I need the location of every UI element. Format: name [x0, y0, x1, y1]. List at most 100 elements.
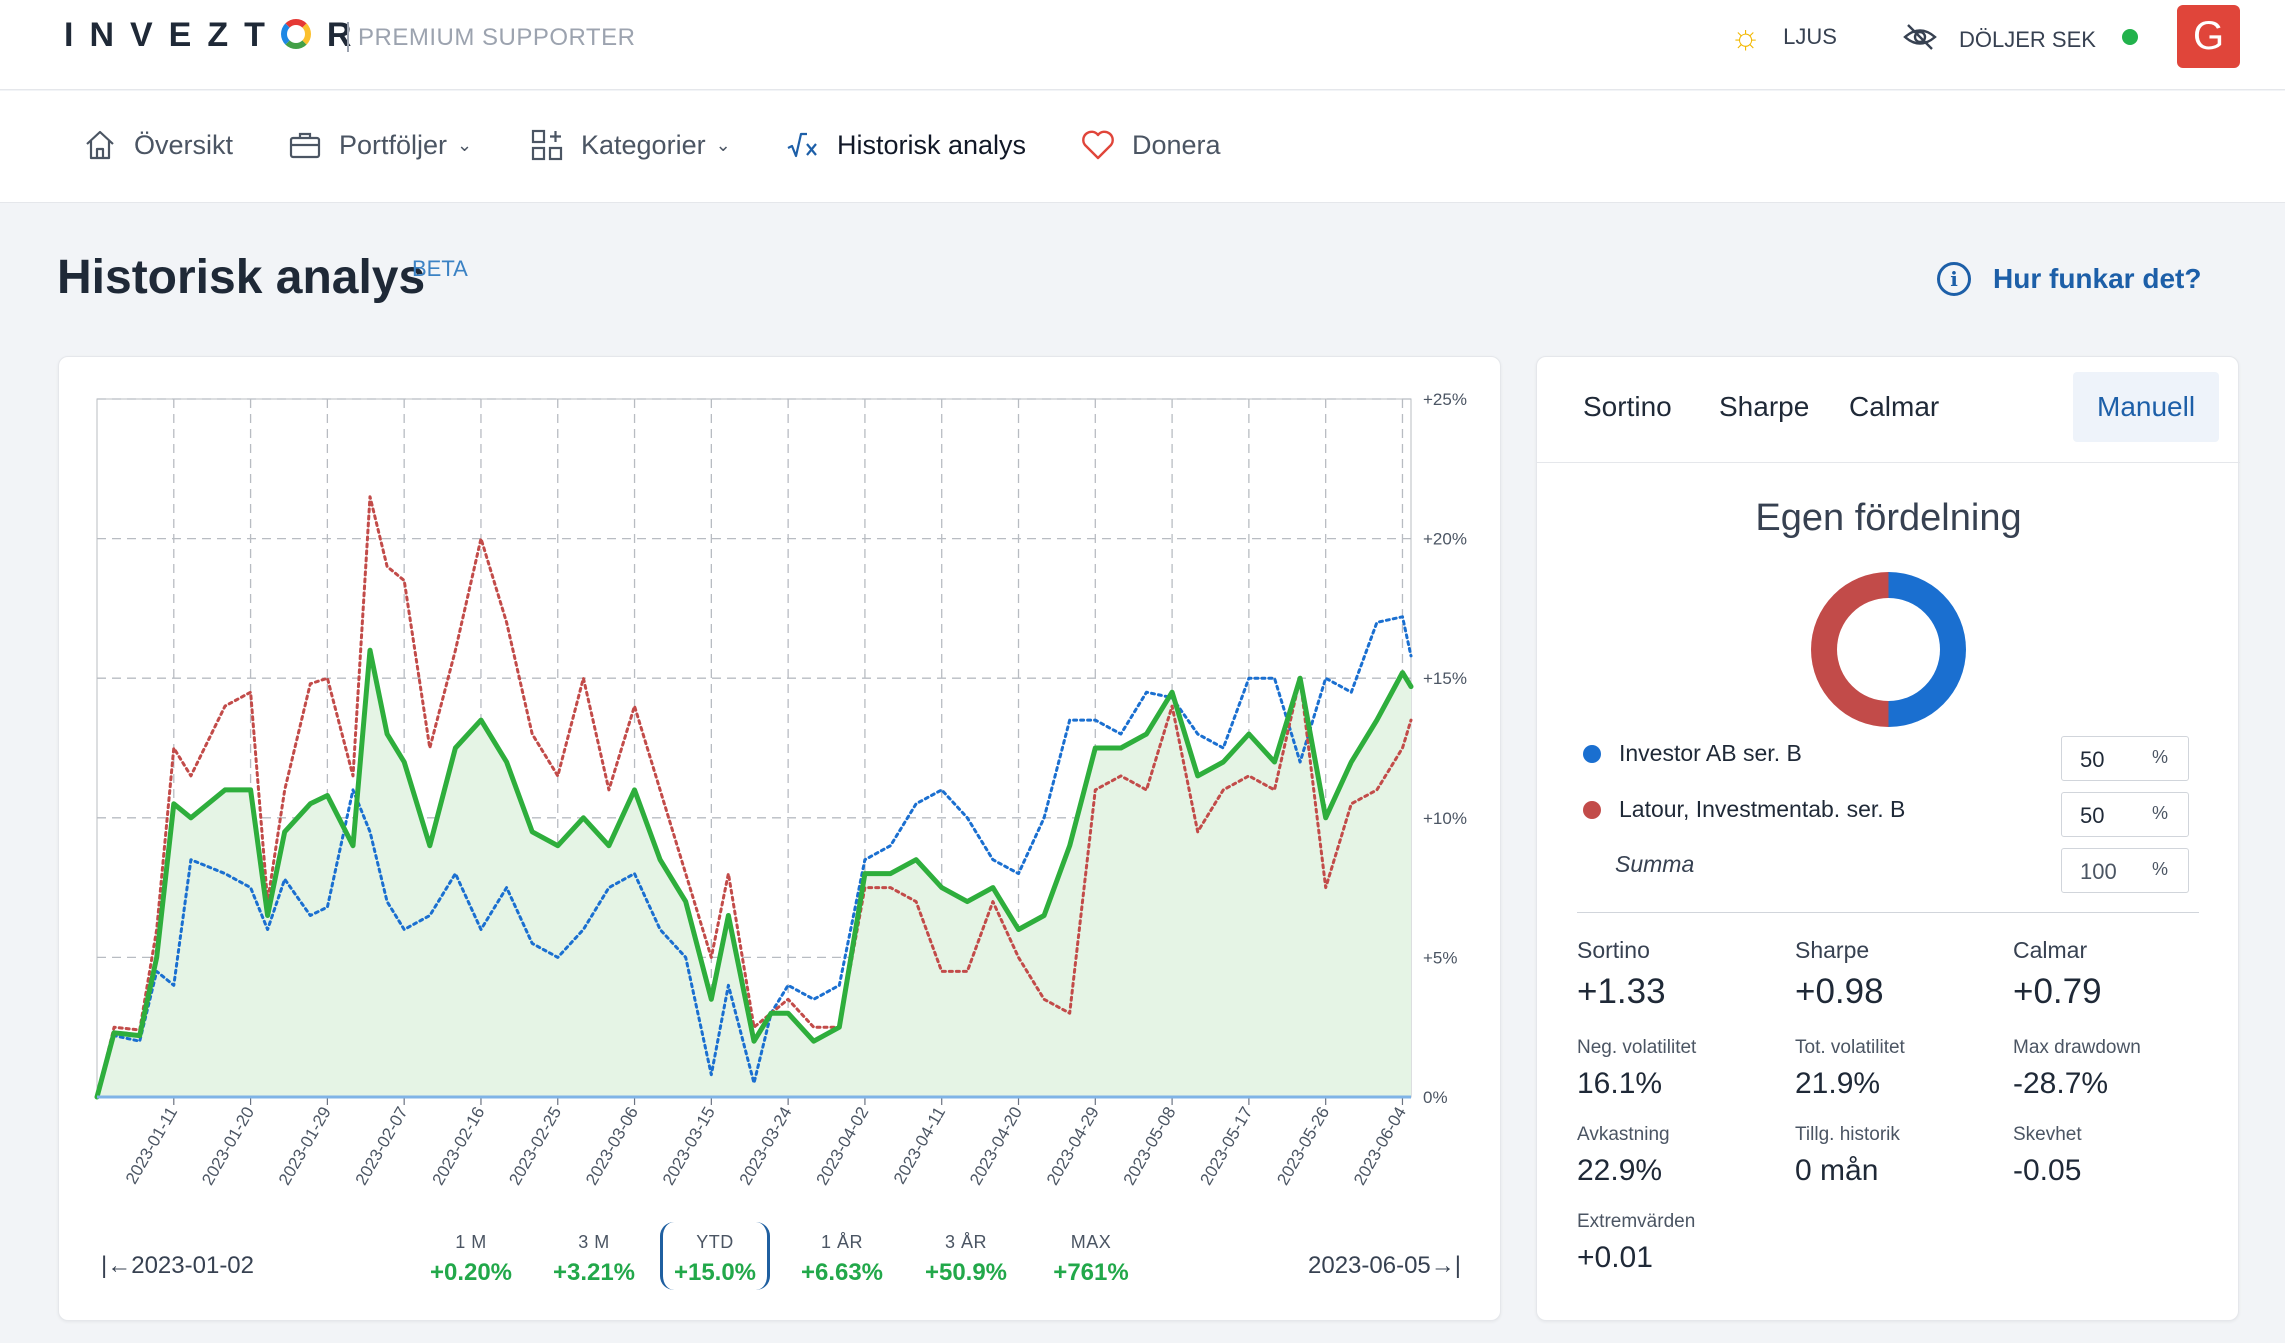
portfolio-area [97, 650, 1411, 1097]
metric-sortino: Sortino +1.33 [1577, 937, 1666, 1012]
metric-value: +0.01 [1577, 1241, 1653, 1274]
nav-item-portfoljer[interactable]: Portföljer ⌄ [287, 127, 472, 163]
period-3m[interactable]: 3 M +3.21% [539, 1232, 649, 1287]
metric-calmar: Calmar +0.79 [2013, 937, 2102, 1012]
nav-item-donera[interactable]: Donera [1080, 127, 1221, 163]
start-date-label: 2023-01-02 [131, 1252, 254, 1279]
theme-label: LJUS [1783, 24, 1837, 49]
y-tick-label: +15% [1423, 669, 1467, 688]
sum-label: Summa [1615, 851, 1695, 877]
info-icon: i [1937, 262, 1971, 296]
holding-investor: Investor AB ser. B [1583, 740, 1802, 767]
beta-badge: BETA [412, 256, 468, 281]
legend-dot [1583, 800, 1601, 819]
y-tick-label: +5% [1423, 948, 1458, 967]
period-label: 3 M [578, 1232, 610, 1252]
metric-value: 0 mån [1795, 1154, 1879, 1187]
metric-value: 22.9% [1577, 1154, 1663, 1187]
app-logo[interactable]: INVEZT R [64, 16, 368, 54]
weight-value: 50 [2080, 747, 2105, 772]
metric-label: Sortino [1577, 937, 1650, 963]
metric-value: -0.05 [2013, 1154, 2082, 1187]
period-value: +0.20% [429, 1259, 513, 1286]
weight-input-latour[interactable]: 50 % [2061, 792, 2189, 837]
holding-name: Investor AB ser. B [1619, 740, 1802, 766]
history-chart[interactable]: +25% +20% +15% +10% +5% 0% 2023-01-11 2023-01-2… [59, 357, 1502, 1212]
series-line-2 [94, 647, 1414, 1100]
x-tick-label: 2023-05-17 [1196, 1104, 1256, 1189]
period-3ar[interactable]: 3 ÅR +50.9% [911, 1232, 1021, 1287]
period-1m[interactable]: 1 M +0.20% [416, 1232, 526, 1287]
weight-value: 50 [2080, 803, 2105, 828]
holding-name: Latour, Investmentab. ser. B [1619, 796, 1906, 822]
percent-symbol: % [2151, 859, 2168, 879]
tab-manuell[interactable]: Manuell [2073, 372, 2220, 442]
period-ytd[interactable]: YTD +15.0% [660, 1222, 770, 1290]
metric-label: Skevhet [2013, 1124, 2082, 1145]
metric-extremes: Extremvärden +0.01 [1577, 1211, 1695, 1275]
period-1ar[interactable]: 1 ÅR +6.63% [787, 1232, 897, 1287]
metric-label: Avkastning [1577, 1124, 1670, 1145]
metric-label: Max drawdown [2013, 1037, 2141, 1058]
hide-label: DÖLJER SEK [1959, 27, 2096, 52]
x-tick-label: 2023-03-15 [659, 1104, 719, 1189]
chevron-down-icon: ⌄ [457, 134, 473, 155]
nav-label: Portföljer [339, 129, 448, 160]
main-nav: Översikt Portföljer ⌄ Kategorier ⌄ Histo… [0, 91, 2285, 203]
metric-label: Tillg. historik [1795, 1124, 1900, 1145]
y-tick-label: +10% [1423, 809, 1467, 828]
avatar[interactable]: G [2177, 5, 2240, 68]
allocation-title: Egen fördelning [1755, 497, 2022, 539]
metric-value: 21.9% [1795, 1067, 1881, 1100]
metric-history: Tillg. historik 0 mån [1795, 1124, 1900, 1188]
x-tick-label: 2023-02-07 [352, 1104, 412, 1189]
nav-label: Kategorier [581, 129, 706, 160]
metric-value: +0.79 [2013, 972, 2102, 1011]
top-bar: INVEZT R PREMIUM SUPPORTER ☼ LJUS DÖLJER … [0, 0, 2285, 90]
percent-symbol: % [2151, 747, 2168, 767]
hide-values-toggle[interactable]: DÖLJER SEK [1903, 22, 2096, 58]
x-tick-label: 2023-04-29 [1043, 1104, 1103, 1189]
logo-divider [347, 22, 349, 52]
metric-tot-volatility: Tot. volatilitet 21.9% [1795, 1037, 1905, 1101]
period-value: +3.21% [552, 1259, 636, 1286]
theme-toggle[interactable]: ☼ LJUS [1730, 20, 1837, 54]
nav-label: Donera [1132, 129, 1221, 160]
metric-neg-volatility: Neg. volatilitet 16.1% [1577, 1037, 1696, 1101]
chevron-down-icon: ⌄ [715, 134, 731, 155]
x-tick-label: 2023-03-24 [736, 1104, 796, 1189]
nav-item-kategorier[interactable]: Kategorier ⌄ [529, 127, 731, 163]
eye-slash-icon [1903, 22, 1937, 58]
end-date[interactable]: 2023-06-05→| [1308, 1252, 1461, 1279]
strategy-card: Sortino Sharpe Calmar Manuell Egen förde… [1536, 356, 2240, 1321]
period-max[interactable]: MAX +761% [1036, 1232, 1146, 1287]
heart-icon [1080, 127, 1116, 163]
help-link[interactable]: i Hur funkar det? [1937, 262, 2201, 296]
x-tick-label: 2023-06-04 [1350, 1104, 1410, 1189]
start-date[interactable]: |←2023-01-02 [101, 1252, 254, 1279]
metric-return: Avkastning 22.9% [1577, 1124, 1670, 1188]
nav-item-oversikt[interactable]: Översikt [82, 127, 233, 163]
x-tick-label: 2023-04-02 [812, 1104, 872, 1189]
strategy-tabs: Sortino Sharpe Calmar Manuell [1537, 357, 2240, 463]
nav-item-historisk-analys[interactable]: Historisk analys [785, 127, 1026, 163]
period-label: 3 ÅR [944, 1232, 988, 1252]
x-tick-label: 2023-04-20 [966, 1104, 1026, 1189]
chart-card: +25% +20% +15% +10% +5% 0% 2023-01-11 2023-01-2… [58, 356, 1501, 1321]
x-tick-label: 2023-02-25 [505, 1104, 565, 1189]
page-title: Historisk analys [57, 251, 426, 304]
tab-sortino[interactable]: Sortino [1583, 391, 1672, 422]
tab-calmar[interactable]: Calmar [1849, 391, 1940, 422]
period-value: +6.63% [800, 1259, 884, 1286]
y-tick-label: +25% [1423, 390, 1467, 409]
y-tick-label: +20% [1423, 530, 1467, 549]
nav-label: Historisk analys [837, 129, 1027, 160]
legend-dot [1583, 744, 1601, 763]
weight-input-investor[interactable]: 50 % [2061, 736, 2189, 781]
home-icon [82, 127, 118, 163]
x-tick-label: 2023-03-06 [582, 1104, 642, 1189]
briefcase-icon [287, 127, 323, 163]
series-line-1 [95, 495, 1413, 1099]
tab-sharpe[interactable]: Sharpe [1719, 391, 1810, 422]
holding-latour: Latour, Investmentab. ser. B [1583, 796, 1905, 823]
